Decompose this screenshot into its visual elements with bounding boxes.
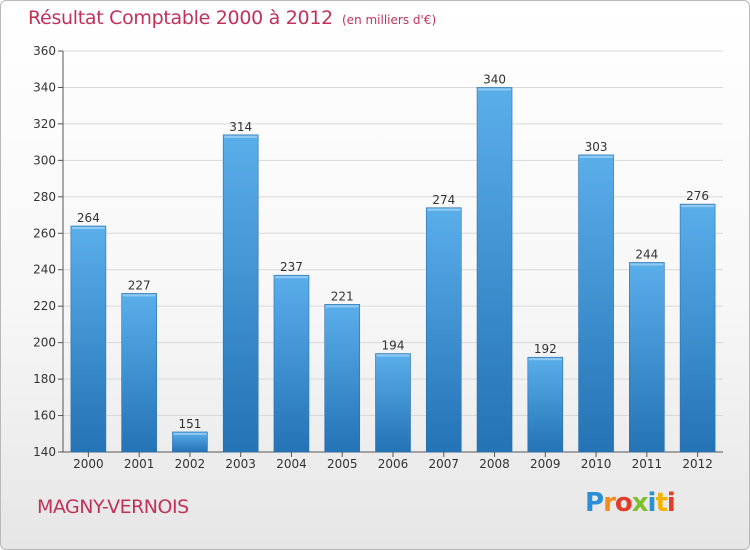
bar — [273, 274, 310, 453]
bar-highlight — [681, 205, 715, 208]
y-tick-label: 340 — [33, 80, 56, 94]
bar-highlight — [579, 155, 613, 158]
bar-highlight — [630, 263, 664, 266]
bar-highlight — [224, 135, 258, 138]
logo-letter: i — [666, 488, 676, 518]
x-tick-label: 2007 — [428, 457, 459, 471]
y-tick-label: 360 — [33, 44, 56, 58]
bar-highlight — [376, 354, 410, 357]
bar — [324, 304, 361, 453]
bar — [121, 293, 157, 453]
y-tick-label: 300 — [33, 153, 56, 167]
logo-letter: x — [631, 488, 649, 518]
bar — [629, 262, 665, 453]
y-tick-label: 280 — [33, 190, 56, 204]
data-label: 264 — [77, 211, 100, 225]
x-tick-label: 2004 — [276, 457, 307, 471]
logo-letter: t — [655, 488, 667, 518]
data-label: 303 — [585, 140, 608, 154]
logo-letter: r — [603, 488, 616, 518]
bar-highlight — [528, 358, 562, 361]
y-tick-label: 260 — [33, 226, 56, 240]
x-tick-label: 2000 — [73, 457, 104, 471]
y-tick-label: 180 — [33, 372, 56, 386]
data-label: 314 — [229, 120, 252, 134]
x-tick-label: 2011 — [632, 457, 663, 471]
bar — [578, 154, 614, 453]
bar — [679, 203, 716, 453]
x-tick-label: 2010 — [581, 457, 612, 471]
bar — [172, 431, 208, 453]
bar — [425, 207, 462, 453]
y-tick-label: 160 — [33, 409, 56, 423]
data-label: 274 — [432, 193, 455, 207]
x-tick-label: 2006 — [378, 457, 409, 471]
x-tick-label: 2012 — [682, 457, 713, 471]
data-label: 276 — [686, 189, 709, 203]
x-tick-label: 2003 — [225, 457, 256, 471]
data-label: 227 — [128, 278, 151, 292]
bar-highlight — [325, 305, 359, 308]
y-tick-label: 320 — [33, 117, 56, 131]
logo-letter: i — [647, 488, 657, 518]
data-label: 192 — [534, 342, 557, 356]
bar — [527, 356, 564, 453]
data-label: 340 — [483, 72, 506, 86]
logo-letter: o — [614, 488, 633, 518]
logo-letter: P — [585, 488, 604, 518]
data-label: 194 — [382, 339, 405, 353]
x-tick-label: 2001 — [124, 457, 155, 471]
y-tick-label: 140 — [33, 445, 56, 459]
x-tick-label: 2005 — [327, 457, 358, 471]
x-tick-label: 2008 — [479, 457, 510, 471]
data-label: 237 — [280, 260, 303, 274]
y-tick-label: 240 — [33, 263, 56, 277]
x-tick-label: 2002 — [175, 457, 206, 471]
bar — [476, 87, 513, 453]
bar — [70, 225, 107, 453]
data-label: 221 — [331, 289, 354, 303]
bar-highlight — [427, 208, 461, 211]
bar-highlight — [274, 276, 308, 279]
chart-title: Résultat Comptable 2000 à 2012 — [28, 7, 333, 29]
bar-highlight — [122, 294, 156, 297]
y-tick-label: 220 — [33, 299, 56, 313]
data-label: 244 — [635, 247, 658, 261]
chart-subtitle: (en milliers d'€) — [342, 13, 437, 27]
proxiti-logo: Proxiti — [585, 488, 676, 518]
bar — [222, 134, 259, 453]
bar — [375, 353, 411, 453]
bar-highlight — [173, 432, 207, 435]
x-tick-label: 2009 — [530, 457, 561, 471]
bar-highlight — [71, 226, 105, 229]
bar-highlight — [478, 88, 512, 91]
commune-name: MAGNY-VERNOIS — [37, 496, 189, 518]
y-tick-label: 200 — [33, 336, 56, 350]
data-label: 151 — [178, 417, 201, 431]
